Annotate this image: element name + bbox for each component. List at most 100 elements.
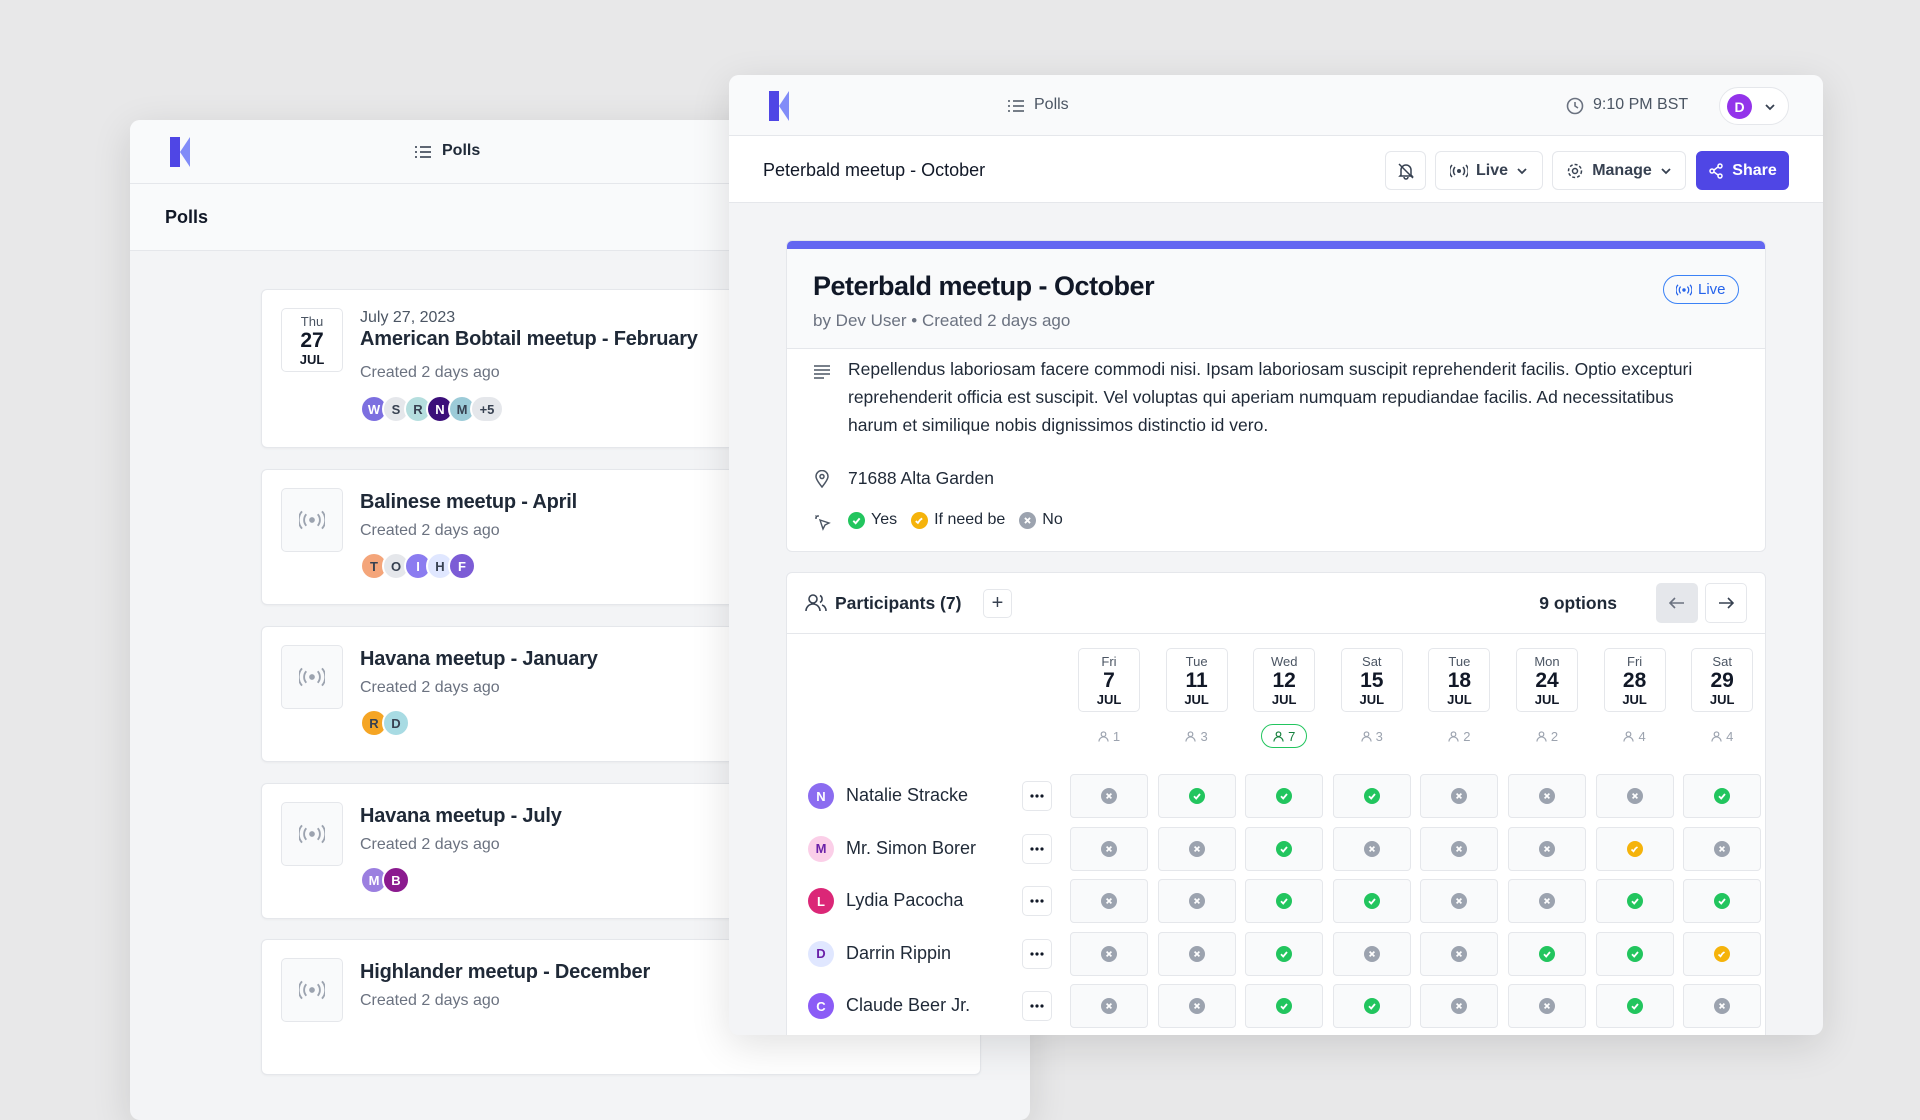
- legend-label: No: [1042, 511, 1063, 528]
- option-day: 18: [1447, 668, 1472, 692]
- count-value: 3: [1375, 728, 1383, 744]
- option-weekday: Tue: [1448, 653, 1471, 669]
- participant-menu[interactable]: [1022, 833, 1052, 864]
- logo[interactable]: [767, 91, 791, 121]
- option-date: Sat 29 JUL: [1691, 648, 1754, 712]
- date-day: 27: [300, 328, 324, 352]
- option-date: Wed 12 JUL: [1253, 648, 1316, 712]
- avatar: H: [426, 552, 454, 580]
- avatar: S: [382, 395, 410, 423]
- participant-name: Lydia Pacocha: [846, 890, 964, 911]
- option-date: Fri 7 JUL: [1078, 648, 1140, 712]
- vote-cell: [1245, 774, 1324, 818]
- option-count: 3: [1174, 724, 1220, 748]
- live-icon-box: [281, 645, 343, 709]
- option-weekday: Mon: [1534, 653, 1560, 669]
- date-weekday: Thu: [300, 313, 324, 329]
- poll-title: Balinese meetup - April: [360, 491, 577, 513]
- vote-cell: [1157, 774, 1236, 818]
- legend-label: If need be: [934, 511, 1006, 528]
- poll-created: Created 2 days ago: [360, 836, 500, 853]
- poll-title: Havana meetup - January: [360, 648, 598, 670]
- option-count: 4: [1699, 724, 1745, 748]
- option-month: JUL: [1622, 691, 1647, 707]
- vote-cell: [1508, 826, 1586, 871]
- participant-name: Darrin Rippin: [846, 942, 952, 963]
- vote-cell: [1070, 984, 1148, 1029]
- time: 9:10 PM BST: [1593, 96, 1689, 113]
- vote-cell: [1070, 879, 1148, 924]
- count-value: 1: [1112, 728, 1121, 744]
- vote-cell: [1245, 826, 1324, 871]
- legend-item: Yes: [848, 511, 897, 529]
- count-value: 2: [1550, 728, 1559, 744]
- badge-label: Live: [1698, 281, 1726, 298]
- vote-cell: [1508, 984, 1586, 1029]
- nav-bar: Polls 9:10 PM BST D: [729, 75, 1823, 136]
- date-box: Thu 27 JUL: [281, 308, 343, 372]
- participant-menu[interactable]: [1022, 938, 1052, 969]
- count-value: 4: [1638, 728, 1646, 744]
- participant-menu[interactable]: [1022, 781, 1052, 811]
- vote-cell: [1332, 774, 1411, 818]
- option-weekday: Fri: [1101, 653, 1117, 669]
- vote-cell: [1595, 931, 1674, 976]
- option-weekday: Fri: [1627, 653, 1643, 669]
- legend-item: If need be: [911, 511, 1005, 529]
- option-count: 2: [1436, 724, 1482, 748]
- vote-cell: [1595, 774, 1674, 818]
- vote-cell: [1420, 826, 1499, 871]
- manage-label: Manage: [1592, 161, 1652, 179]
- participant-name: Natalie Stracke: [846, 785, 969, 805]
- manage-button[interactable]: Manage: [1552, 151, 1686, 190]
- option-count: 7: [1261, 724, 1308, 748]
- vote-cell: [1245, 931, 1324, 976]
- live-label: Live: [1475, 161, 1508, 179]
- nav-polls[interactable]: Polls: [1034, 96, 1069, 113]
- next-button[interactable]: [1705, 583, 1747, 623]
- option-count: 3: [1349, 724, 1395, 748]
- created: Created 2 days ago: [921, 311, 1071, 330]
- vote-cell: [1508, 774, 1586, 818]
- vote-cell: [1157, 931, 1236, 976]
- text-icon: [814, 365, 830, 379]
- vote-cell: [1420, 931, 1499, 976]
- notify-button[interactable]: [1385, 151, 1426, 190]
- poll-title: Peterbald meetup - October: [813, 271, 1155, 301]
- list-icon: [1008, 100, 1024, 112]
- avatar: T: [360, 552, 388, 580]
- participant-avatar: C: [808, 993, 834, 1020]
- poll-meta: by Dev User • Created 2 days ago: [813, 311, 1071, 330]
- vote-cell: [1683, 984, 1762, 1029]
- prev-button[interactable]: [1656, 583, 1698, 623]
- pointer-icon: [815, 515, 831, 531]
- author: by Dev User: [813, 311, 907, 330]
- live-icon-box: [281, 802, 343, 866]
- logo[interactable]: [168, 137, 192, 167]
- option-date: Sat 15 JUL: [1340, 648, 1403, 712]
- participant-menu[interactable]: [1022, 886, 1052, 917]
- participant-name: Claude Beer Jr.: [846, 995, 971, 1016]
- legend-label: Yes: [871, 511, 898, 528]
- participants-card: Participants (7) + 9 options Fri 7 JUL 1 Tue…: [786, 572, 1766, 1035]
- share-label: Share: [1732, 161, 1777, 179]
- vote-cell: [1595, 826, 1674, 871]
- share-button[interactable]: Share: [1696, 151, 1789, 190]
- option-weekday: Sat: [1712, 653, 1732, 669]
- count-value: 4: [1726, 728, 1734, 744]
- vote-cell: [1070, 774, 1148, 818]
- legend: Yes If need be No: [848, 511, 1069, 529]
- participant-menu[interactable]: [1022, 991, 1052, 1022]
- count-value: 7: [1288, 728, 1296, 744]
- option-day: 15: [1360, 668, 1384, 692]
- add-participant[interactable]: +: [983, 589, 1012, 618]
- live-button[interactable]: Live: [1435, 151, 1543, 190]
- participant-avatar: L: [808, 888, 834, 915]
- user-menu[interactable]: D: [1719, 87, 1789, 125]
- poll-created: Created 2 days ago: [360, 364, 500, 381]
- vote-cell: [1245, 984, 1324, 1029]
- nav-polls[interactable]: Polls: [442, 142, 481, 159]
- option-day: 29: [1710, 668, 1734, 692]
- toolbar-title: Peterbald meetup - October: [763, 160, 986, 180]
- option-day: 28: [1622, 668, 1647, 692]
